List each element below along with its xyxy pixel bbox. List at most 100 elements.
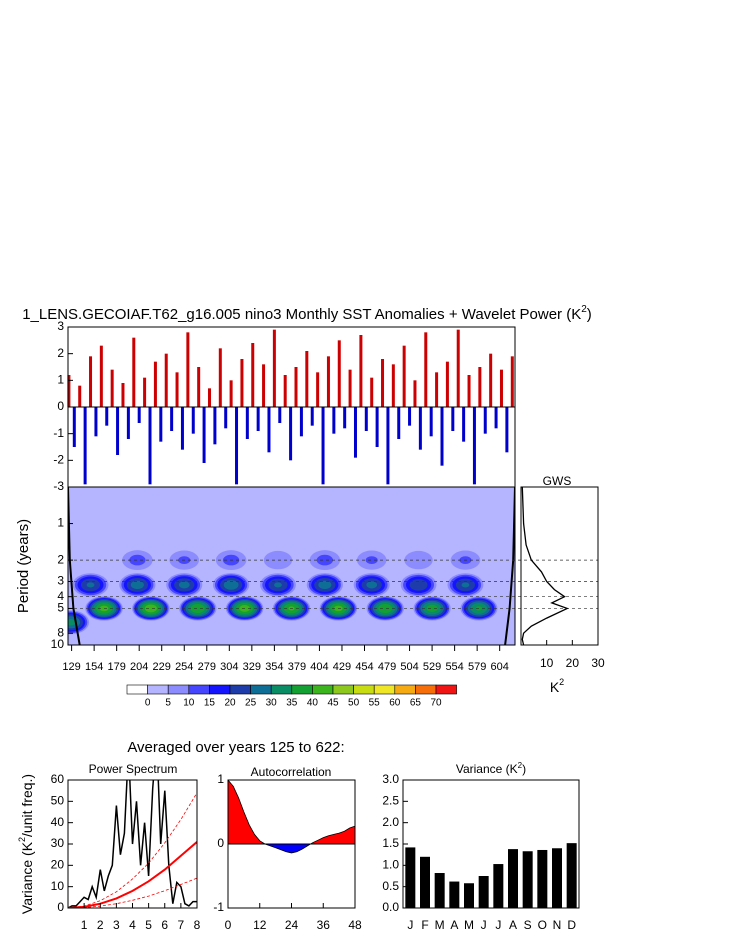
anomaly-bar	[429, 407, 433, 437]
x-tick-label: J	[495, 918, 501, 932]
cone-of-influence	[504, 487, 515, 645]
bar	[493, 864, 504, 908]
anomaly-bar	[186, 332, 190, 407]
y-tick-label: 20	[51, 858, 65, 872]
anomaly-bar	[137, 407, 141, 423]
anomaly-bar	[213, 407, 217, 445]
colorbar-label: 70	[430, 698, 442, 709]
colorbar-box	[312, 684, 334, 695]
title-sup: 2	[581, 304, 587, 315]
x-tick-label: 379	[288, 661, 306, 673]
plot-frame	[402, 779, 580, 909]
anomaly-bar	[332, 407, 336, 434]
colorbar-box	[353, 684, 375, 695]
anomaly-bar	[110, 369, 114, 407]
y-tick-label: 4	[57, 589, 64, 603]
anomaly-bar	[235, 407, 239, 485]
colorbar-box	[250, 684, 272, 695]
anomaly-bar	[337, 340, 341, 407]
anomaly-bar	[370, 377, 374, 407]
colorbar-label: 50	[348, 698, 360, 709]
anomaly-bar	[413, 380, 417, 407]
anomaly-bar	[202, 407, 206, 463]
power-contour	[378, 603, 393, 614]
anomaly-bar	[435, 372, 439, 407]
y-tick-label: 30	[51, 836, 65, 850]
y-tick-label: 50	[51, 794, 65, 808]
y-tick-label: 1.0	[382, 858, 399, 872]
power-contour	[130, 580, 144, 590]
figure-title: 1_LENS.GECOIAF.T62_g16.005 nino3 Monthly…	[22, 304, 592, 323]
anomaly-bar	[283, 375, 287, 407]
power-contour	[129, 554, 146, 566]
x-tick-label: 454	[355, 661, 373, 673]
anomaly-bar	[402, 345, 406, 407]
colorbar-box	[167, 684, 190, 695]
anomaly-bar	[299, 407, 303, 437]
bar	[522, 851, 533, 908]
colorbar-box	[209, 684, 231, 695]
anomaly-bar	[116, 407, 120, 455]
anomaly-bar	[499, 369, 503, 407]
anomaly-bar	[418, 407, 422, 450]
anomaly-bar	[445, 361, 449, 407]
title-close: )	[522, 762, 526, 776]
anomaly-bar	[510, 356, 514, 407]
anomaly-bar	[359, 335, 363, 407]
y-tick-label: 2.0	[382, 815, 399, 829]
y-tick-label: 3.0	[382, 772, 399, 786]
power-contour	[86, 582, 95, 588]
bar	[434, 873, 445, 908]
x-tick-label: F	[421, 918, 428, 932]
y-tick-label: 2	[57, 552, 64, 566]
anomaly-bar	[224, 407, 228, 429]
x-tick-label: J	[407, 918, 413, 932]
positive-area	[228, 780, 355, 844]
anomaly-bar	[256, 407, 260, 431]
red-noise-lower	[68, 877, 197, 908]
anomaly-bar	[381, 359, 385, 407]
label-main: Variance (K	[19, 841, 35, 914]
anomaly-bar	[191, 407, 195, 434]
x-tick-label: A	[450, 918, 458, 932]
x-tick-label: 429	[333, 661, 351, 673]
colorbar-box	[394, 684, 416, 695]
y-tick-label: 8	[57, 625, 64, 639]
colorbar-label: 0	[145, 698, 151, 709]
anomaly-bar	[397, 407, 401, 439]
x-tick-label: 5	[145, 918, 152, 932]
anomaly-bar	[67, 375, 71, 407]
power-contour	[223, 580, 239, 590]
gws-line	[521, 486, 569, 646]
wavelet-field	[68, 487, 515, 645]
x-tick-label: 529	[423, 661, 441, 673]
colorbar-box	[332, 684, 354, 695]
autocorrelation-line	[227, 779, 356, 854]
x-tick-label: 48	[348, 918, 362, 932]
colorbar-label: 10	[183, 698, 195, 709]
y-tick-label: -3	[53, 479, 64, 493]
x-tick-label: 229	[153, 661, 171, 673]
x-tick-label: M	[435, 918, 445, 932]
colorbar-label: 65	[410, 698, 422, 709]
x-tick-label: 3	[113, 918, 120, 932]
anomaly-bar	[99, 345, 103, 407]
anomaly-bar	[478, 367, 482, 407]
y-tick-label: 0	[217, 836, 224, 850]
x-tick-label: 479	[378, 661, 396, 673]
spectrum-plot	[68, 780, 197, 908]
anomaly-bar	[175, 372, 179, 407]
x-tick-label: 254	[175, 661, 193, 673]
anomaly-bar	[197, 367, 201, 407]
anomaly-bar	[375, 407, 379, 447]
y-tick-label: -1	[213, 900, 224, 914]
bar	[478, 876, 489, 908]
power-contour	[68, 619, 76, 626]
colorbar-box	[270, 684, 293, 695]
x-tick-label: O	[538, 918, 547, 932]
anomaly-bar	[310, 407, 314, 426]
anomaly-bar	[126, 407, 130, 439]
anomaly-bar	[148, 407, 152, 485]
x-tick-label: 579	[468, 661, 486, 673]
y-tick-label: 40	[51, 815, 65, 829]
